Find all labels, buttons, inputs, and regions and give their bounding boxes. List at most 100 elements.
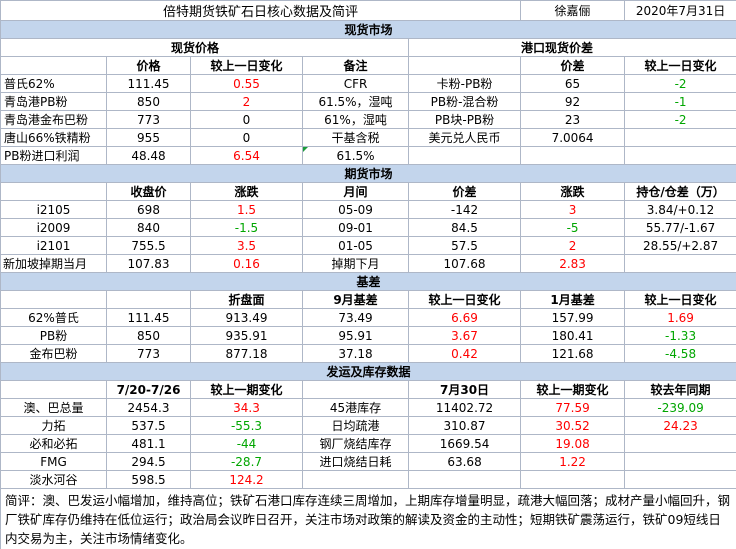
basis-jan: 121.68 bbox=[520, 344, 626, 363]
basis-row: PB粉 850 935.91 95.91 3.67 180.41 -1.33 bbox=[0, 326, 736, 345]
basis-name: PB粉 bbox=[0, 326, 107, 345]
close-price: 698 bbox=[106, 200, 191, 219]
shipping-section-title: 发运及库存数据 bbox=[0, 362, 736, 381]
profit-value: 48.48 bbox=[106, 146, 191, 165]
shipment-change: 124.2 bbox=[190, 470, 303, 489]
inventory-yoy: 24.23 bbox=[624, 416, 736, 435]
spread-value: 92 bbox=[520, 92, 626, 111]
inventory-item: 45港库存 bbox=[302, 398, 409, 417]
inventory-value: 1669.54 bbox=[407, 434, 522, 453]
col-spread: 价差 bbox=[520, 56, 626, 75]
calendar-spread-name: 09-01 bbox=[302, 218, 409, 237]
spread-name: 美元兑人民币 bbox=[407, 128, 522, 147]
contract-name: i2009 bbox=[0, 218, 107, 237]
spread-change: -2 bbox=[624, 74, 736, 93]
basis-price: 850 bbox=[106, 326, 191, 345]
inventory-change bbox=[520, 470, 626, 489]
close-price: 840 bbox=[106, 218, 191, 237]
col-change: 较上一日变化 bbox=[190, 56, 303, 75]
inventory-item: 日均疏港 bbox=[302, 416, 409, 435]
spot-note: 干基含税 bbox=[302, 128, 409, 147]
inventory-change: 30.52 bbox=[520, 416, 626, 435]
spot-change: 0.55 bbox=[190, 74, 303, 93]
report-date: 2020年7月31日 bbox=[624, 0, 736, 21]
basis-name: 金布巴粉 bbox=[0, 344, 107, 363]
spot-price: 111.45 bbox=[106, 74, 191, 93]
calendar-spread: -142 bbox=[407, 200, 522, 219]
contract-name: i2101 bbox=[0, 236, 107, 255]
close-price: 755.5 bbox=[106, 236, 191, 255]
open-interest: 55.77/-1.67 bbox=[624, 218, 736, 237]
spot-note: 61.5%，湿吨 bbox=[302, 92, 409, 111]
spot-row: 青岛港PB粉 850 2 61.5%，湿吨 PB粉-混合粉 92 -1 bbox=[0, 92, 736, 111]
shipment-value: 598.5 bbox=[106, 470, 191, 489]
col-close: 收盘价 bbox=[106, 182, 191, 201]
col-basis-jan: 1月基差 bbox=[520, 290, 626, 309]
spread-value: 65 bbox=[520, 74, 626, 93]
shipper-name: 淡水河谷 bbox=[0, 470, 107, 489]
futures-row: i2105 698 1.5 05-09 -142 3 3.84/+0.12 bbox=[0, 200, 736, 219]
spot-column-header: 价格 较上一日变化 备注 价差 较上一日变化 bbox=[0, 56, 736, 75]
calendar-spread-name: 掉期下月 bbox=[302, 254, 409, 273]
spread-change: -1 bbox=[624, 92, 736, 111]
left-change-header: 较上一期变化 bbox=[190, 380, 303, 399]
inventory-yoy bbox=[624, 470, 736, 489]
calendar-spread-change: -5 bbox=[520, 218, 626, 237]
spread-name: 卡粉-PB粉 bbox=[407, 74, 522, 93]
basis-converted: 913.49 bbox=[190, 308, 303, 327]
spot-price: 773 bbox=[106, 110, 191, 129]
calendar-spread-change: 3 bbox=[520, 200, 626, 219]
basis-price: 111.45 bbox=[106, 308, 191, 327]
spot-group-header: 现货价格 港口现货价差 bbox=[0, 38, 736, 57]
calendar-spread: 57.5 bbox=[407, 236, 522, 255]
shipping-row: 力拓 537.5 -55.3 日均疏港 310.87 30.52 24.23 bbox=[0, 416, 736, 435]
spot-note: 61%，湿吨 bbox=[302, 110, 409, 129]
col-spread-change: 涨跌 bbox=[520, 182, 626, 201]
basis-section-band: 基差 bbox=[0, 272, 736, 291]
basis-name: 62%普氏 bbox=[0, 308, 107, 327]
basis-sep-change: 0.42 bbox=[407, 344, 522, 363]
close-change: 0.16 bbox=[190, 254, 303, 273]
spot-price: 955 bbox=[106, 128, 191, 147]
close-change: -1.5 bbox=[190, 218, 303, 237]
spot-change: 0 bbox=[190, 128, 303, 147]
yoy-header: 较去年同期 bbox=[624, 380, 736, 399]
inventory-yoy bbox=[624, 452, 736, 471]
shipper-name: 澳、巴总量 bbox=[0, 398, 107, 417]
shipment-change: -28.7 bbox=[190, 452, 303, 471]
inventory-change: 77.59 bbox=[520, 398, 626, 417]
profit-name: PB粉进口利润 bbox=[0, 146, 107, 165]
market-comment: 简评：澳、巴发运小幅增加，维持高位；铁矿石港口库存连续三周增加，上期库存增量明显… bbox=[0, 488, 736, 549]
col-price: 价格 bbox=[106, 56, 191, 75]
col-change: 涨跌 bbox=[190, 182, 303, 201]
spot-note: CFR bbox=[302, 74, 409, 93]
spread-change: -2 bbox=[624, 110, 736, 129]
spot-change: 0 bbox=[190, 110, 303, 129]
calendar-spread-name: 05-09 bbox=[302, 200, 409, 219]
shipment-change: 34.3 bbox=[190, 398, 303, 417]
inventory-value: 11402.72 bbox=[407, 398, 522, 417]
close-price: 107.83 bbox=[106, 254, 191, 273]
spot-name: 青岛港金布巴粉 bbox=[0, 110, 107, 129]
spread-value: 23 bbox=[520, 110, 626, 129]
spread-name: PB块-PB粉 bbox=[407, 110, 522, 129]
basis-jan-change: 1.69 bbox=[624, 308, 736, 327]
contract-name: 新加坡掉期当月 bbox=[0, 254, 107, 273]
calendar-spread-name: 01-05 bbox=[302, 236, 409, 255]
inventory-yoy bbox=[624, 434, 736, 453]
inventory-change: 1.22 bbox=[520, 452, 626, 471]
spot-price: 850 bbox=[106, 92, 191, 111]
basis-jan-change: -4.58 bbox=[624, 344, 736, 363]
basis-sep: 73.49 bbox=[302, 308, 409, 327]
basis-converted: 935.91 bbox=[190, 326, 303, 345]
inventory-yoy: -239.09 bbox=[624, 398, 736, 417]
basis-row: 金布巴粉 773 877.18 37.18 0.42 121.68 -4.58 bbox=[0, 344, 736, 363]
shipment-value: 537.5 bbox=[106, 416, 191, 435]
contract-name: i2105 bbox=[0, 200, 107, 219]
spot-section-band: 现货市场 bbox=[0, 20, 736, 39]
inventory-item: 钢厂烧结库存 bbox=[302, 434, 409, 453]
shipment-value: 294.5 bbox=[106, 452, 191, 471]
close-change: 1.5 bbox=[190, 200, 303, 219]
calendar-spread-change: 2.83 bbox=[520, 254, 626, 273]
